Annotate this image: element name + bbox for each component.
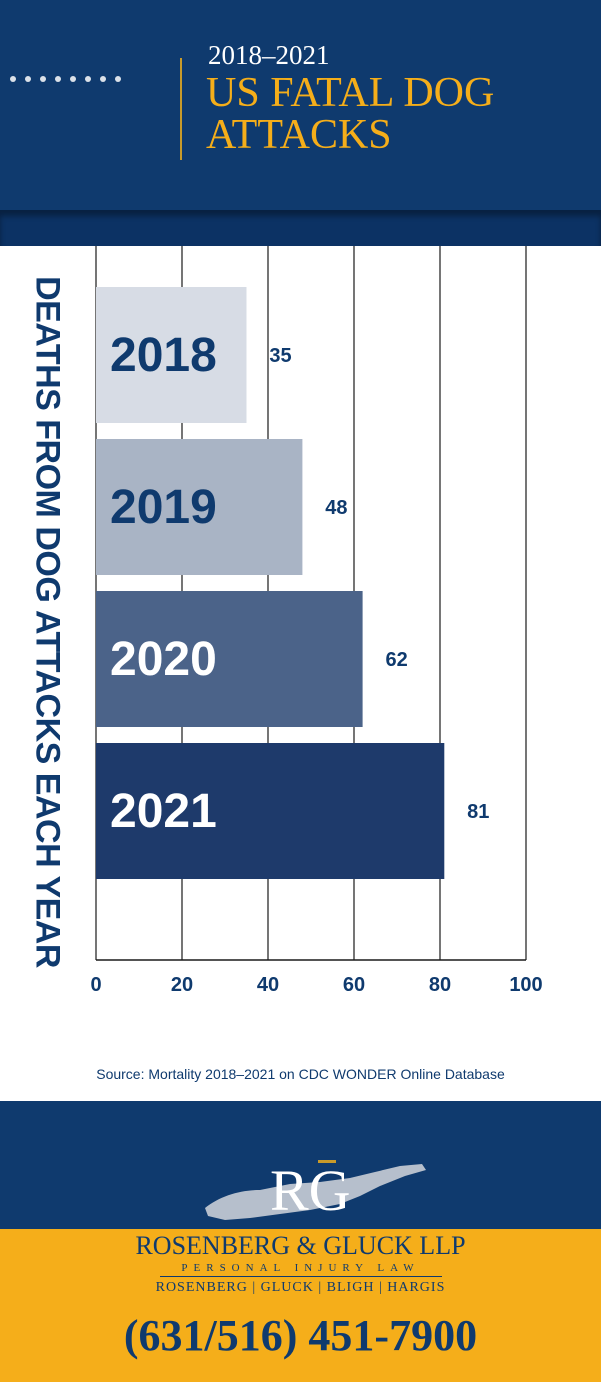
header-years: 2018–2021 [208,40,330,70]
bar-value-label: 35 [269,345,291,367]
x-tick-label: 40 [257,974,279,996]
firm-name: ROSENBERG & GLUCK LLP [135,1231,466,1260]
bar-chart: 0 20 40 60 80 100 2018 35 2019 48 2020 62 2021 81 [90,246,543,996]
phone-number[interactable]: (631/516) 451-7900 [123,1311,478,1360]
bar [96,743,445,879]
firm-partners: ROSENBERG | GLUCK | BLIGH | HARGIS [155,1280,446,1295]
bar [96,439,303,575]
x-tick-label: 80 [429,974,451,996]
source-note: Source: Mortality 2018–2021 on CDC WONDE… [96,1066,505,1082]
header-title: US FATAL DOG ATTACKS [206,70,495,158]
bar-category-label: 2019 [110,481,217,534]
firm-tagline: PERSONAL INJURY LAW [181,1262,420,1274]
x-tick-label: 20 [171,974,193,996]
x-tick-label: 60 [343,974,365,996]
bar-category-label: 2021 [110,785,217,838]
header-banner: 2018–2021 US FATAL DOG ATTACKS [0,0,601,246]
bar-category-label: 2020 [110,633,217,686]
decorative-dots [10,76,121,82]
bar [96,591,363,727]
tagline-rule [160,1276,442,1277]
bar [96,287,247,423]
long-island-logo: RG [205,1158,426,1223]
bar-value-label: 81 [467,801,489,823]
bar-value-label: 48 [325,497,347,519]
x-tick-label: 100 [509,974,542,996]
x-tick-label: 0 [90,974,101,996]
footer-contact-band [0,1229,601,1382]
logo-letters: RG [270,1158,351,1223]
bar-value-label: 62 [385,649,407,671]
header-shadow-band [0,210,601,246]
bar-category-label: 2018 [110,329,217,382]
header-divider [180,58,182,160]
